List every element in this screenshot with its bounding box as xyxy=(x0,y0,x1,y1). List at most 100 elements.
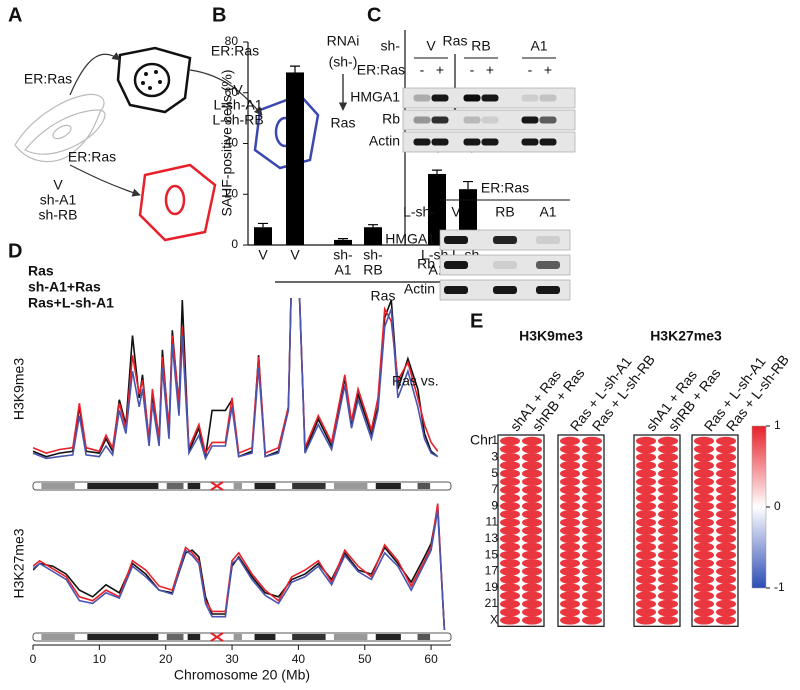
row-label: 13 xyxy=(485,531,499,545)
y-tick-label: 40 xyxy=(225,136,239,150)
heatmap-cell xyxy=(522,591,542,601)
lane-sign: - xyxy=(420,62,425,78)
error-bar xyxy=(463,180,473,190)
heatmap-cell xyxy=(500,518,520,527)
heatmap-cell xyxy=(658,477,678,487)
heatmap-cell xyxy=(694,501,714,511)
heatmap-box xyxy=(497,434,545,627)
row-label: 21 xyxy=(485,596,499,610)
row-label: 1 xyxy=(491,433,498,447)
heatmap-cell xyxy=(560,510,580,519)
heatmap-cell xyxy=(694,518,714,527)
ideogram-band xyxy=(375,483,401,489)
blot-row-label: Rb xyxy=(382,111,400,127)
heatmap-cell xyxy=(500,453,520,462)
blot-row-label: Actin xyxy=(404,281,435,297)
legend-entry: sh-A1+Ras xyxy=(28,279,101,295)
heatmap-cell xyxy=(582,469,602,478)
legend-entry: Ras+L-sh-A1 xyxy=(28,295,114,311)
heatmap-cell xyxy=(658,485,678,495)
x-tick-label: 0 xyxy=(30,652,37,666)
heatmap-cell xyxy=(582,485,602,495)
lane-group: RB xyxy=(471,38,490,54)
y-axis-title: H3K9me3 xyxy=(11,358,27,420)
heatmap-cell xyxy=(636,607,656,617)
heatmap-cell xyxy=(716,575,736,584)
heatmap-cell xyxy=(522,518,542,527)
heatmap-cell xyxy=(658,616,678,625)
x-tick-label: 40 xyxy=(292,652,306,666)
heatmap-cell xyxy=(582,526,602,535)
blot-band xyxy=(463,116,481,124)
heatmap-cell xyxy=(694,550,714,560)
centromere xyxy=(210,632,224,642)
panel-a-cells xyxy=(14,46,320,242)
heatmap-box xyxy=(691,434,739,627)
heatmap-cell xyxy=(582,616,602,625)
heatmap-cell xyxy=(582,493,602,503)
heatmap-cell xyxy=(582,436,602,446)
ideogram-band xyxy=(41,483,75,489)
heatmap-cell xyxy=(582,453,602,462)
heatmap-cell xyxy=(716,518,736,527)
data-line xyxy=(33,507,446,631)
row-title: Chr xyxy=(470,432,493,448)
heatmap-cell xyxy=(560,518,580,527)
ideogram-band xyxy=(187,634,201,640)
heatmap-cell xyxy=(658,534,678,544)
heatmap-cell xyxy=(658,550,678,560)
heatmap-cell xyxy=(658,607,678,617)
panel-label: D xyxy=(8,240,22,262)
colorbar-label: 0 xyxy=(774,499,781,513)
ideogram-band xyxy=(254,634,276,640)
heatmap-cell xyxy=(716,583,736,592)
heatmap-cell xyxy=(522,607,542,617)
blot-band xyxy=(444,236,468,244)
heatmap-cell xyxy=(560,599,580,609)
heatmap-cell xyxy=(560,534,580,544)
lane-sign: + xyxy=(486,62,494,78)
heatmap-cell xyxy=(716,558,736,568)
heatmap-cell xyxy=(522,510,542,519)
heatmap-cell xyxy=(694,591,714,601)
heatmap-cell xyxy=(694,444,714,454)
heatmap-cell xyxy=(658,501,678,511)
heatmap-cell xyxy=(500,510,520,519)
x-tick-label: V xyxy=(258,247,268,263)
heatmap-cell xyxy=(716,599,736,609)
blot-band xyxy=(521,116,539,124)
bar xyxy=(334,239,352,245)
heatmap-cell xyxy=(716,534,736,544)
heatmap-cell xyxy=(694,526,714,535)
heatmap-cell xyxy=(500,501,520,511)
blot-band xyxy=(413,138,431,146)
blot-band xyxy=(431,116,449,124)
y-tick-label: 80 xyxy=(225,34,239,48)
heatmap-cell xyxy=(582,567,602,576)
heatmap-cell xyxy=(636,493,656,503)
heatmap-title: H3K27me3 xyxy=(650,328,722,344)
ideogram-band xyxy=(233,483,242,489)
heatmap-cell xyxy=(658,510,678,519)
blot-band xyxy=(539,94,557,102)
heatmap-cell xyxy=(560,501,580,511)
blot-label: ER:Ras xyxy=(481,180,529,196)
row-label: 3 xyxy=(491,449,498,463)
blot-band xyxy=(413,94,431,102)
heatmap-cell xyxy=(694,461,714,470)
diagram-text: V xyxy=(233,82,243,98)
blot-band xyxy=(463,138,481,146)
heatmap-cell xyxy=(658,493,678,503)
heatmap-cell xyxy=(522,550,542,560)
heatmap-cell xyxy=(522,444,542,454)
y-tick-label: 60 xyxy=(225,85,239,99)
heatmap-cell xyxy=(636,477,656,487)
heatmap-cell xyxy=(500,485,520,495)
heatmap-cell xyxy=(636,526,656,535)
heatmap-cell xyxy=(522,583,542,592)
blot-band xyxy=(539,116,557,124)
heatmap-cell xyxy=(636,575,656,584)
heatmap-cell xyxy=(658,591,678,601)
heatmap-cell xyxy=(500,575,520,584)
blot-label: sh- xyxy=(381,38,401,54)
